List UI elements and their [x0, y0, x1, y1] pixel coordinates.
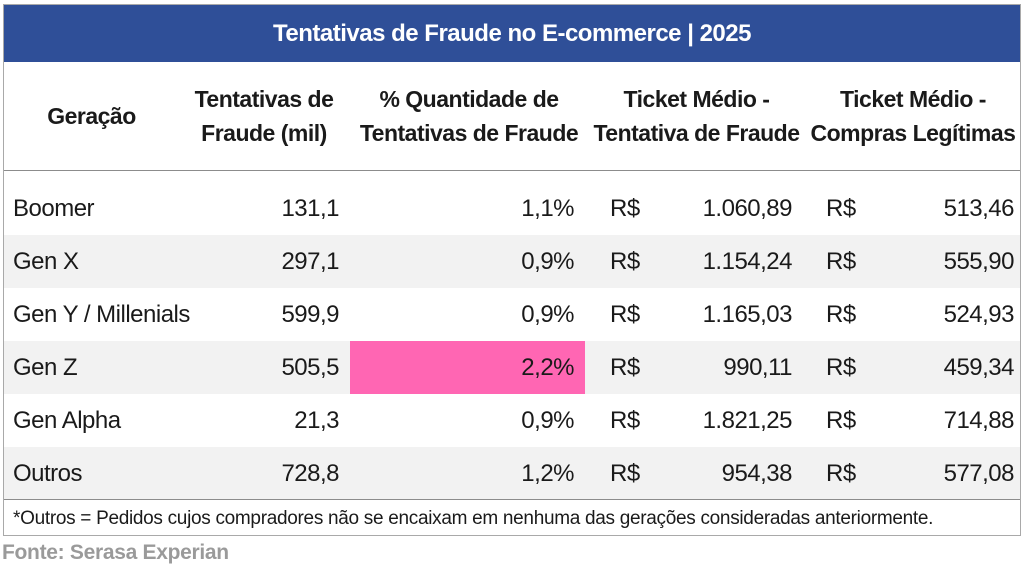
footnote-divider: [4, 499, 1020, 500]
cell-geracao: Outros: [13, 459, 83, 487]
cell-tentativas: 599,9: [281, 300, 339, 328]
header-pct-line1: % Quantidade de: [379, 86, 559, 112]
header-geracao-label: Geração: [47, 103, 136, 129]
cell-tentativas: 505,5: [281, 353, 339, 381]
cell-currency-fraude: R$: [610, 300, 640, 328]
cell-tentativas: 131,1: [281, 194, 339, 222]
cell-currency-legit: R$: [826, 459, 856, 487]
cell-ticket-legit: 714,88: [943, 406, 1015, 434]
cell-currency-legit: R$: [826, 247, 856, 275]
cell-geracao: Gen Y / Millenials: [13, 300, 190, 328]
cell-tentativas: 297,1: [281, 247, 339, 275]
cell-currency-legit: R$: [826, 194, 856, 222]
cell-tentativas: 728,8: [281, 459, 339, 487]
header-tentativas-line2: Fraude (mil): [201, 120, 327, 146]
header-geracao: Geração: [4, 62, 179, 170]
header-tentativas: Tentativas de Fraude (mil): [179, 62, 349, 170]
cell-ticket-fraude: 1.821,25: [702, 406, 793, 434]
cell-ticket-legit: 459,34: [943, 353, 1015, 381]
header-ticket-fraude-line1: Ticket Médio -: [623, 86, 770, 112]
header-pct-line2: Tentativas de Fraude: [359, 120, 579, 146]
cell-geracao: Gen Z: [13, 353, 78, 381]
cell-geracao: Boomer: [13, 194, 95, 222]
cell-tentativas: 21,3: [294, 406, 339, 434]
cell-ticket-legit: 513,46: [943, 194, 1015, 222]
table-header-row: Geração Tentativas de Fraude (mil) % Qua…: [4, 62, 1020, 171]
cell-ticket-fraude: 1.154,24: [702, 247, 793, 275]
source-credit: Fonte: Serasa Experian: [2, 541, 229, 564]
fraud-table: Tentativas de Fraude no E-commerce | 202…: [3, 4, 1021, 536]
cell-currency-legit: R$: [826, 300, 856, 328]
header-ticket-legit: Ticket Médio - Compras Legítimas: [804, 62, 1022, 170]
cell-currency-legit: R$: [826, 353, 856, 381]
cell-ticket-legit: 555,90: [943, 247, 1015, 275]
table-row: Boomer 131,1 1,1% R$ 1.060,89 R$ 513,46: [4, 182, 1020, 235]
cell-geracao: Gen Alpha: [13, 406, 121, 434]
cell-currency-fraude: R$: [610, 247, 640, 275]
cell-pct: 1,2%: [521, 459, 574, 487]
cell-currency-fraude: R$: [610, 406, 640, 434]
cell-currency-fraude: R$: [610, 353, 640, 381]
cell-ticket-fraude: 1.165,03: [702, 300, 793, 328]
cell-ticket-fraude: 954,38: [721, 459, 793, 487]
cell-currency-fraude: R$: [610, 459, 640, 487]
cell-ticket-fraude: 990,11: [723, 353, 792, 381]
footnote: *Outros = Pedidos cujos compradores não …: [13, 508, 934, 529]
header-ticket-fraude: Ticket Médio - Tentativa de Fraude: [589, 62, 804, 170]
cell-pct: 0,9%: [521, 247, 574, 275]
cell-currency-legit: R$: [826, 406, 856, 434]
table-row: Outros 728,8 1,2% R$ 954,38 R$ 577,08: [4, 447, 1020, 500]
table-row-highlighted: Gen Z 505,5 2,2% R$ 990,11 R$ 459,34: [4, 341, 1020, 394]
table-body: Boomer 131,1 1,1% R$ 1.060,89 R$ 513,46 …: [4, 182, 1020, 500]
cell-currency-fraude: R$: [610, 194, 640, 222]
cell-ticket-legit: 577,08: [943, 459, 1015, 487]
table-row: Gen Y / Millenials 599,9 0,9% R$ 1.165,0…: [4, 288, 1020, 341]
header-ticket-legit-line1: Ticket Médio -: [840, 86, 986, 112]
table-row: Gen X 297,1 0,9% R$ 1.154,24 R$ 555,90: [4, 235, 1020, 288]
cell-pct: 0,9%: [521, 406, 574, 434]
cell-ticket-legit: 524,93: [943, 300, 1015, 328]
cell-pct-highlight: 2,2%: [350, 341, 585, 394]
table-row: Gen Alpha 21,3 0,9% R$ 1.821,25 R$ 714,8…: [4, 394, 1020, 447]
header-ticket-legit-line2: Compras Legítimas: [810, 120, 1016, 146]
cell-pct: 1,1%: [521, 194, 574, 222]
cell-ticket-fraude: 1.060,89: [702, 194, 793, 222]
table-title: Tentativas de Fraude no E-commerce | 202…: [4, 5, 1020, 62]
header-pct: % Quantidade de Tentativas de Fraude: [349, 62, 589, 170]
header-ticket-fraude-line2: Tentativa de Fraude: [593, 120, 800, 146]
header-tentativas-line1: Tentativas de: [194, 86, 334, 112]
cell-geracao: Gen X: [13, 247, 79, 275]
cell-pct: 0,9%: [521, 300, 574, 328]
